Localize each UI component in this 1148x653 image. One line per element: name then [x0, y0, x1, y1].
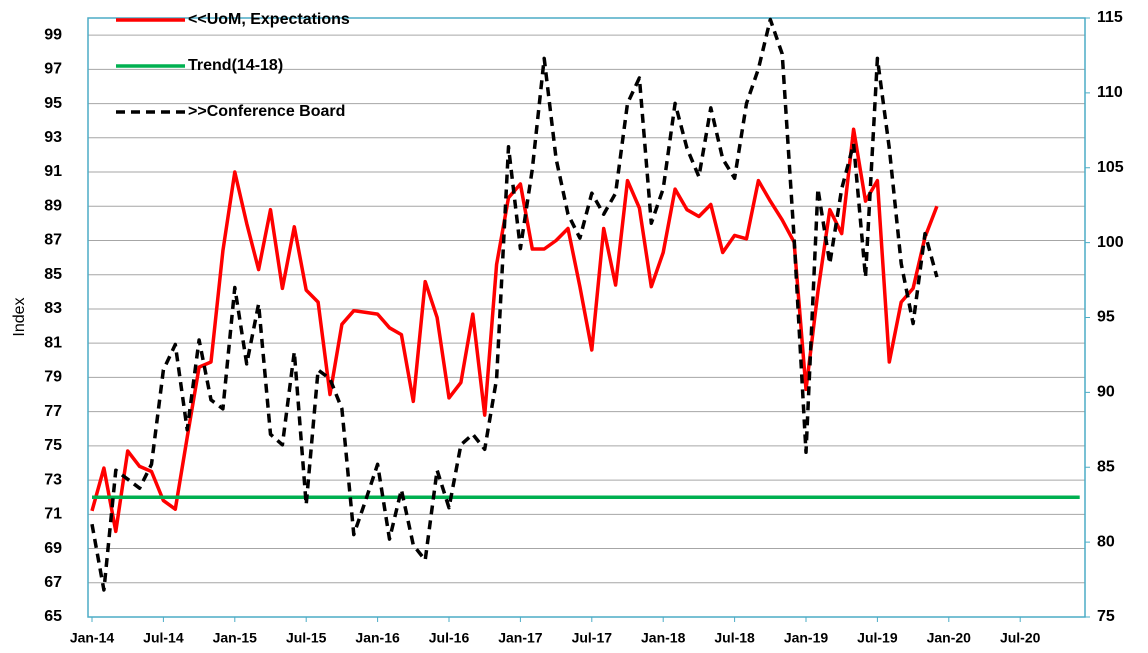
- x-tick-label: Jul-16: [429, 630, 470, 646]
- y-tick-label: 99: [44, 26, 62, 43]
- y-axis-label: Index: [11, 297, 28, 336]
- y-tick-label: 85: [44, 266, 62, 283]
- y2-tick-label: 115: [1097, 9, 1123, 26]
- y-tick-label: 71: [44, 506, 62, 523]
- x-tick-label: Jul-15: [286, 630, 327, 646]
- x-tick-label: Jan-18: [641, 630, 686, 646]
- y-tick-label: 73: [44, 471, 62, 488]
- y-tick-label: 77: [44, 403, 62, 420]
- y2-tick-label: 90: [1097, 384, 1115, 401]
- y2-tick-label: 110: [1097, 84, 1123, 101]
- legend-label: <<UoM, Expectations: [188, 11, 350, 28]
- y2-tick-label: 105: [1097, 159, 1124, 176]
- series-line: [90, 17, 939, 592]
- y-tick-label: 87: [44, 232, 62, 249]
- x-tick-label: Jan-15: [213, 630, 258, 646]
- y2-tick-label: 80: [1097, 533, 1115, 550]
- x-tick-label: Jul-18: [714, 630, 755, 646]
- x-tick-label: Jul-14: [143, 630, 184, 646]
- y-tick-label: 69: [44, 540, 62, 557]
- y-tick-label: 75: [44, 437, 62, 454]
- x-tick-label: Jan-17: [498, 630, 543, 646]
- legend-label: >>Conference Board: [188, 103, 345, 120]
- y2-tick-label: 85: [1097, 458, 1115, 475]
- y-tick-label: 89: [44, 197, 62, 214]
- x-tick-label: Jan-19: [784, 630, 829, 646]
- x-tick-label: Jan-14: [70, 630, 115, 646]
- y-tick-label: 83: [44, 300, 62, 317]
- x-tick-label: Jul-20: [1000, 630, 1041, 646]
- y-tick-label: 93: [44, 129, 62, 146]
- y-tick-label: 67: [44, 574, 62, 591]
- y2-tick-label: 95: [1097, 309, 1115, 326]
- y-tick-label: 79: [44, 369, 62, 386]
- x-tick-label: Jan-20: [927, 630, 972, 646]
- x-tick-label: Jul-19: [857, 630, 898, 646]
- y-tick-label: 65: [44, 608, 62, 625]
- y-tick-label: 91: [44, 163, 62, 180]
- y-tick-label: 95: [44, 95, 62, 112]
- legend-label: Trend(14-18): [188, 57, 283, 74]
- y-tick-label: 97: [44, 61, 62, 78]
- y2-tick-label: 75: [1097, 608, 1115, 625]
- y2-tick-label: 100: [1097, 234, 1124, 251]
- x-tick-label: Jan-16: [355, 630, 400, 646]
- plot-border: [87, 17, 1086, 618]
- x-tick-label: Jul-17: [572, 630, 613, 646]
- y-tick-label: 81: [44, 334, 62, 351]
